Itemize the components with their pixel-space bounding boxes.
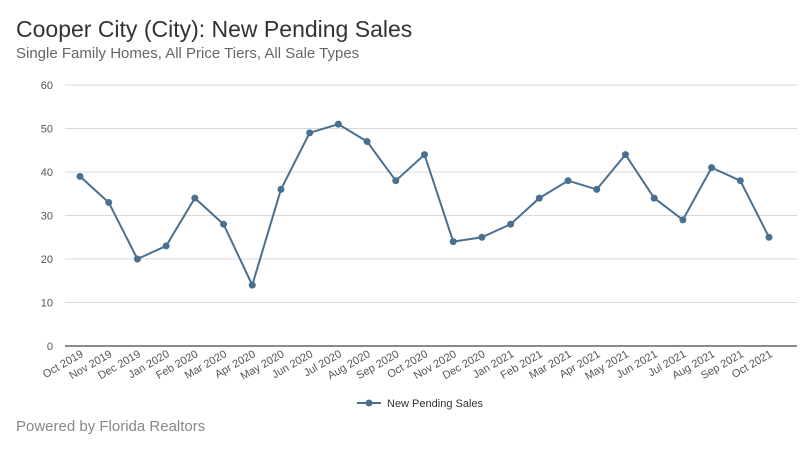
data-point (679, 216, 687, 224)
chart-subtitle: Single Family Homes, All Price Tiers, Al… (16, 45, 360, 62)
data-point (220, 220, 228, 228)
data-point (306, 129, 314, 137)
legend-marker (365, 399, 373, 407)
chart-title: Cooper City (City): New Pending Sales (16, 16, 413, 42)
y-tick-label: 20 (41, 254, 53, 266)
y-tick-label: 10 (41, 298, 53, 310)
data-point (765, 233, 773, 241)
y-tick-label: 50 (41, 124, 53, 136)
data-point (105, 198, 113, 206)
data-point (708, 164, 716, 172)
data-point (507, 220, 515, 228)
data-point (564, 177, 572, 185)
y-tick-label: 60 (41, 80, 53, 92)
y-tick-label: 40 (41, 167, 53, 179)
data-point (76, 172, 84, 180)
data-point (478, 233, 486, 241)
data-point (736, 177, 744, 185)
data-point (449, 238, 457, 246)
data-point (248, 281, 256, 289)
data-point (277, 185, 285, 193)
powered-by-footer: Powered by Florida Realtors (16, 418, 206, 435)
data-point (363, 138, 371, 146)
data-point (162, 242, 170, 250)
data-point (535, 194, 543, 202)
data-point (191, 194, 199, 202)
data-point (334, 120, 342, 128)
data-point (392, 177, 400, 185)
data-point (650, 194, 658, 202)
y-tick-label: 30 (41, 211, 53, 223)
data-point (593, 185, 601, 193)
data-point (621, 151, 629, 159)
series-line (79, 123, 770, 288)
y-tick-label: 0 (47, 341, 53, 353)
data-point (421, 151, 428, 159)
legend-label: New Pending Sales (387, 398, 484, 410)
data-point (133, 255, 141, 263)
